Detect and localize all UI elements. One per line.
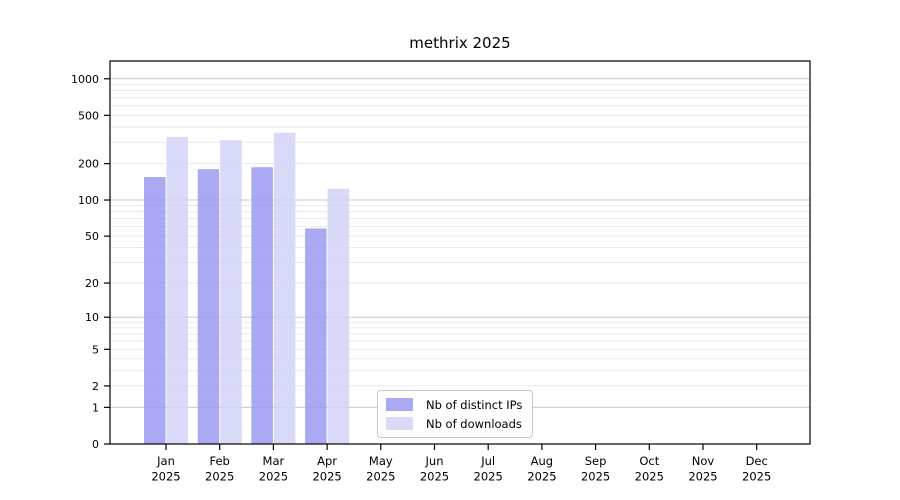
x-tick-label-month: Dec [746,454,768,468]
y-tick-label: 50 [85,230,99,243]
x-tick-label-year: 2025 [420,470,449,484]
x-tick-label-year: 2025 [474,470,503,484]
x-tick-label-month: Oct [639,454,659,468]
x-tick-label-month: Sep [585,454,607,468]
bar-feb-downloads [220,140,242,444]
x-tick-label-year: 2025 [527,470,556,484]
x-tick-label-year: 2025 [259,470,288,484]
x-tick-label-month: Apr [317,454,337,468]
x-tick-label-year: 2025 [581,470,610,484]
y-tick-label: 5 [92,343,99,356]
y-tick-label: 20 [85,277,99,290]
x-tick-label-year: 2025 [312,470,341,484]
x-tick-label-year: 2025 [151,470,180,484]
x-tick-label-month: Jul [480,454,495,468]
x-tick-label-month: Feb [210,454,230,468]
y-tick-label: 0 [92,438,99,451]
y-tick-label: 500 [78,109,99,122]
x-tick-label-year: 2025 [205,470,234,484]
legend: Nb of distinct IPs Nb of downloads [377,390,534,438]
x-tick-label-month: Mar [263,454,285,468]
x-tick-label-year: 2025 [366,470,395,484]
bar-mar-distinct-ips [251,167,273,444]
bar-jan-distinct-ips [144,177,166,444]
bar-apr-downloads [327,188,350,444]
x-tick-label-year: 2025 [742,470,771,484]
y-tick-label: 1 [92,401,99,414]
legend-item-downloads: Nb of downloads [386,415,522,432]
bar-mar-downloads [273,132,296,445]
bar-apr-distinct-ips [305,228,327,444]
y-tick-label: 100 [78,194,99,207]
plot-border [109,60,811,445]
legend-swatch-distinct-ips [386,398,413,411]
x-tick-label-month: Jun [425,454,444,468]
y-tick-label: 200 [78,158,99,171]
legend-label-distinct-ips: Nb of distinct IPs [426,397,523,412]
chart-title: methrix 2025 [409,34,511,52]
y-tick-label: 1000 [71,73,99,86]
x-tick-label-year: 2025 [635,470,664,484]
legend-label-downloads: Nb of downloads [426,416,522,431]
y-tick-label: 2 [92,380,99,393]
x-tick-label-month: Jan [156,454,175,468]
x-tick-label-month: Aug [531,454,553,468]
bar-feb-distinct-ips [197,169,220,444]
x-tick-label-month: Nov [692,454,715,468]
x-tick-label-month: May [369,454,393,468]
x-tick-label-year: 2025 [688,470,717,484]
y-tick-label: 10 [85,311,99,324]
legend-item-distinct-ips: Nb of distinct IPs [386,396,522,413]
legend-swatch-downloads [386,417,413,430]
bar-jan-downloads [166,136,188,444]
